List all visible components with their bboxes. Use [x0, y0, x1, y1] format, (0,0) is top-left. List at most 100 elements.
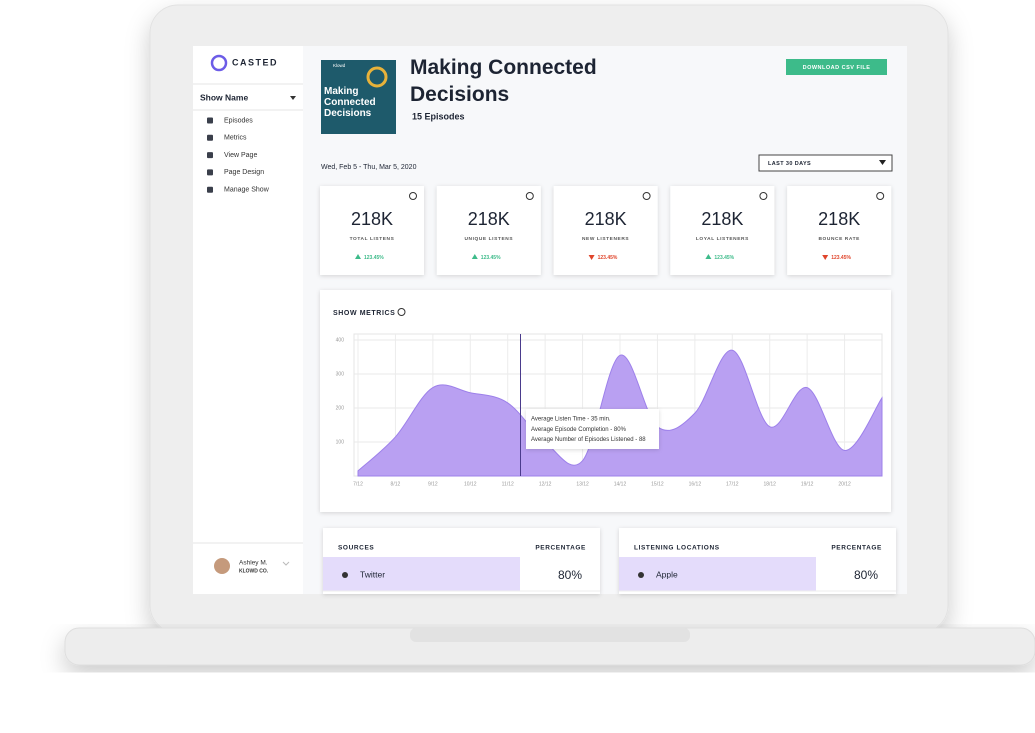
- info-icon[interactable]: [397, 308, 406, 316]
- stat-value: 218K: [585, 209, 627, 229]
- menu-icon: [207, 117, 213, 124]
- y-tick-label: 300: [336, 371, 345, 377]
- stat-change: 123.45%: [598, 255, 618, 261]
- logo-icon: [210, 54, 228, 72]
- x-tick-label: 11/12: [502, 481, 514, 487]
- y-tick-label: 200: [336, 405, 345, 411]
- source-icon: [638, 572, 644, 578]
- stat-value: 218K: [468, 209, 510, 229]
- x-tick-label: 8/12: [391, 481, 401, 487]
- caret: [879, 160, 886, 165]
- trend-arrow: [822, 255, 829, 260]
- chart-title: SHOW METRICS: [333, 310, 395, 317]
- row-name: Twitter: [360, 569, 385, 579]
- x-tick-label: 13/12: [576, 481, 589, 487]
- menu-item[interactable]: Metrics: [224, 135, 247, 142]
- episode-count: 15 Episodes: [412, 111, 465, 121]
- stat-change: 123.45%: [831, 255, 851, 261]
- title: Making Connected Decisions: [410, 56, 597, 106]
- row-highlight: [323, 557, 520, 591]
- stat-label: LOYAL LISTENERS: [696, 236, 749, 242]
- stat-label: TOTAL LISTENS: [350, 236, 395, 242]
- menu-icon: [207, 152, 213, 159]
- stat-value: 218K: [701, 209, 743, 229]
- user-name: Ashley M.: [239, 560, 268, 567]
- tooltip-line: Average Episode Completion - 80%: [531, 427, 627, 433]
- stat-card: [436, 186, 541, 275]
- menu-icon: [207, 169, 213, 176]
- menu-icon: [207, 186, 213, 193]
- date-range: Wed, Feb 5 - Thu, Mar 5, 2020: [321, 164, 417, 171]
- stat-value: 218K: [351, 209, 393, 229]
- x-tick-label: 12/12: [539, 481, 552, 487]
- stat-label: UNIQUE LISTENS: [464, 236, 513, 242]
- cover-title-box: Making Connected Decisions: [324, 86, 376, 119]
- stat-card: [670, 186, 775, 275]
- stat-label: NEW LISTENERS: [582, 236, 629, 242]
- stat-value: 218K: [818, 209, 860, 229]
- row-highlight: [619, 557, 816, 591]
- period-dropdown[interactable]: [758, 154, 893, 172]
- info-icon[interactable]: [759, 192, 768, 200]
- row-value: 80%: [854, 568, 878, 582]
- stat-change: 123.45%: [364, 255, 384, 261]
- row-value: 80%: [558, 568, 582, 582]
- x-tick-label: 18/12: [763, 481, 776, 487]
- user-company: KLOWD CO.: [239, 568, 269, 574]
- laptop-notch: [410, 628, 690, 642]
- y-tick-label: 400: [336, 337, 345, 343]
- column-header: PERCENTAGE: [831, 545, 882, 552]
- menu-item[interactable]: Page Design: [224, 169, 264, 176]
- trend-arrow: [705, 254, 712, 259]
- avatar: [214, 558, 230, 574]
- download-button[interactable]: [786, 59, 887, 75]
- x-tick-label: 20/12: [838, 481, 851, 487]
- column-header: LISTENING LOCATIONS: [634, 545, 720, 552]
- x-tick-label: 15/12: [651, 481, 664, 487]
- y-tick-label: 100: [336, 439, 345, 445]
- column-header: SOURCES: [338, 545, 374, 552]
- x-tick-label: 17/12: [726, 481, 739, 487]
- cover-brand: Klowd: [333, 63, 346, 68]
- user-caret: [282, 561, 290, 566]
- sidebar: [193, 46, 303, 594]
- menu-item[interactable]: Episodes: [224, 117, 253, 124]
- show-selector[interactable]: Show Name: [200, 92, 248, 102]
- x-tick-label: 10/12: [464, 481, 477, 487]
- x-tick-label: 7/12: [353, 481, 363, 487]
- source-icon: [342, 572, 348, 578]
- tooltip-line: Average Listen Time - 35 min.: [531, 417, 611, 423]
- tooltip-line: Average Number of Episodes Listened - 88: [531, 437, 646, 443]
- info-icon[interactable]: [525, 192, 534, 200]
- stat-change: 123.45%: [714, 255, 734, 261]
- menu-icon: [207, 134, 213, 141]
- info-icon[interactable]: [876, 192, 885, 200]
- tables: SOURCES PERCENTAGE Twitter 80% LISTENING LOC…: [323, 528, 896, 594]
- x-tick-label: 16/12: [689, 481, 702, 487]
- x-tick-label: 9/12: [428, 481, 438, 487]
- trend-arrow: [471, 254, 478, 259]
- stat-label: BOUNCE RATE: [818, 236, 860, 242]
- caret: [290, 96, 296, 100]
- info-icon[interactable]: [642, 192, 651, 200]
- trend-arrow: [588, 255, 595, 260]
- info-icon[interactable]: [409, 192, 417, 200]
- period-label: LAST 30 DAYS: [768, 161, 811, 167]
- stat-card: [320, 186, 424, 275]
- tooltip: [526, 409, 659, 449]
- column-header: PERCENTAGE: [535, 545, 586, 552]
- x-tick-label: 14/12: [614, 481, 627, 487]
- plot: 100 200 300 400 7/12 8/12 9/12 10/12 11/12 12/12 1…: [336, 333, 883, 487]
- menu-item[interactable]: View Page: [224, 152, 257, 159]
- cover-art: [366, 66, 388, 88]
- title-box: Making Connected Decisions: [410, 56, 597, 106]
- menu-item[interactable]: Manage Show: [224, 187, 270, 194]
- x-tick-label: 19/12: [801, 481, 814, 487]
- stat-card: [787, 186, 892, 275]
- stat-change: 123.45%: [481, 255, 501, 261]
- stat-card: [553, 186, 658, 275]
- download-label: DOWNLOAD CSV FILE: [803, 65, 871, 71]
- cover-title: Making Connected Decisions: [324, 86, 376, 119]
